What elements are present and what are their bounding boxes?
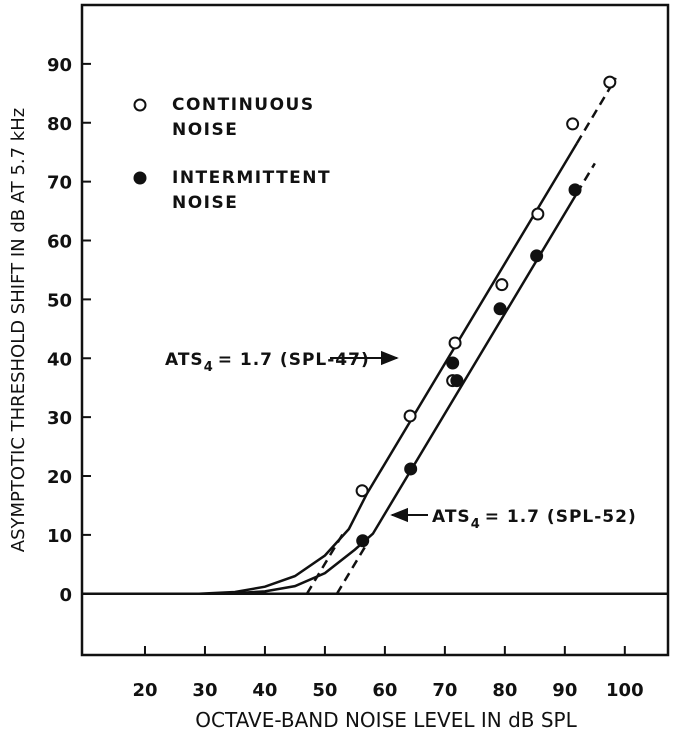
legend-marker <box>133 171 147 185</box>
annotation: ATS4 = 1.7 (SPL-47) <box>165 350 370 375</box>
fit-line <box>305 533 344 595</box>
x-axis-label: OCTAVE-BAND NOISE LEVEL IN dB SPL <box>195 708 577 732</box>
fit-line <box>575 77 617 145</box>
y-tick-label: 30 <box>47 408 72 429</box>
legend-marker <box>133 98 147 112</box>
y-tick-label: 60 <box>47 232 72 253</box>
y-tick-label: 50 <box>47 290 72 311</box>
y-tick-label: 80 <box>47 114 72 135</box>
data-point <box>446 356 460 370</box>
data-point <box>568 183 582 197</box>
x-tick-label: 30 <box>192 680 217 701</box>
annotation-rest: = 1.7 (SPL-47) <box>218 350 370 370</box>
x-tick-label: 20 <box>132 680 157 701</box>
y-tick-label: 90 <box>47 55 72 76</box>
x-tick-label: 40 <box>252 680 277 701</box>
y-tick-label: 40 <box>47 349 72 370</box>
annotation: ATS4 = 1.7 (SPL-52) <box>432 507 637 532</box>
data-point <box>404 462 418 476</box>
x-tick-label: 50 <box>312 680 337 701</box>
annotation-text: ATS <box>165 350 204 370</box>
plot-frame <box>80 3 670 657</box>
data-point <box>531 207 545 221</box>
y-tick-label: 10 <box>47 526 72 547</box>
fit-line <box>335 543 368 595</box>
x-tick-label: 100 <box>606 680 644 701</box>
data-point <box>495 278 509 292</box>
data-point <box>355 484 369 498</box>
annotation-text: ATS <box>432 507 471 527</box>
data-point <box>356 534 370 548</box>
data-point <box>530 249 544 263</box>
annotation-subscript: 4 <box>471 517 481 532</box>
data-point <box>603 75 617 89</box>
x-tick-label: 80 <box>492 680 517 701</box>
fit-line <box>222 192 578 596</box>
data-point <box>448 336 462 350</box>
data-point <box>403 409 417 423</box>
legend-label: CONTINUOUS NOISE <box>172 95 315 140</box>
x-tick-label: 60 <box>372 680 397 701</box>
x-tick-label: 90 <box>552 680 577 701</box>
annotation-rest: = 1.7 (SPL-52) <box>485 507 637 527</box>
y-tick-label: 20 <box>47 467 72 488</box>
annotation-subscript: 4 <box>204 360 214 375</box>
legend-label: INTERMITTENT NOISE <box>172 168 332 213</box>
data-point <box>493 302 507 316</box>
x-tick-label: 70 <box>432 680 457 701</box>
y-tick-label: 70 <box>47 173 72 194</box>
y-axis-label: ASYMPTOTIC THRESHOLD SHIFT IN dB AT 5.7 … <box>8 108 29 552</box>
data-point <box>566 117 580 131</box>
data-point <box>450 374 464 388</box>
fit-line <box>198 142 578 596</box>
y-tick-label: 0 <box>59 585 72 606</box>
